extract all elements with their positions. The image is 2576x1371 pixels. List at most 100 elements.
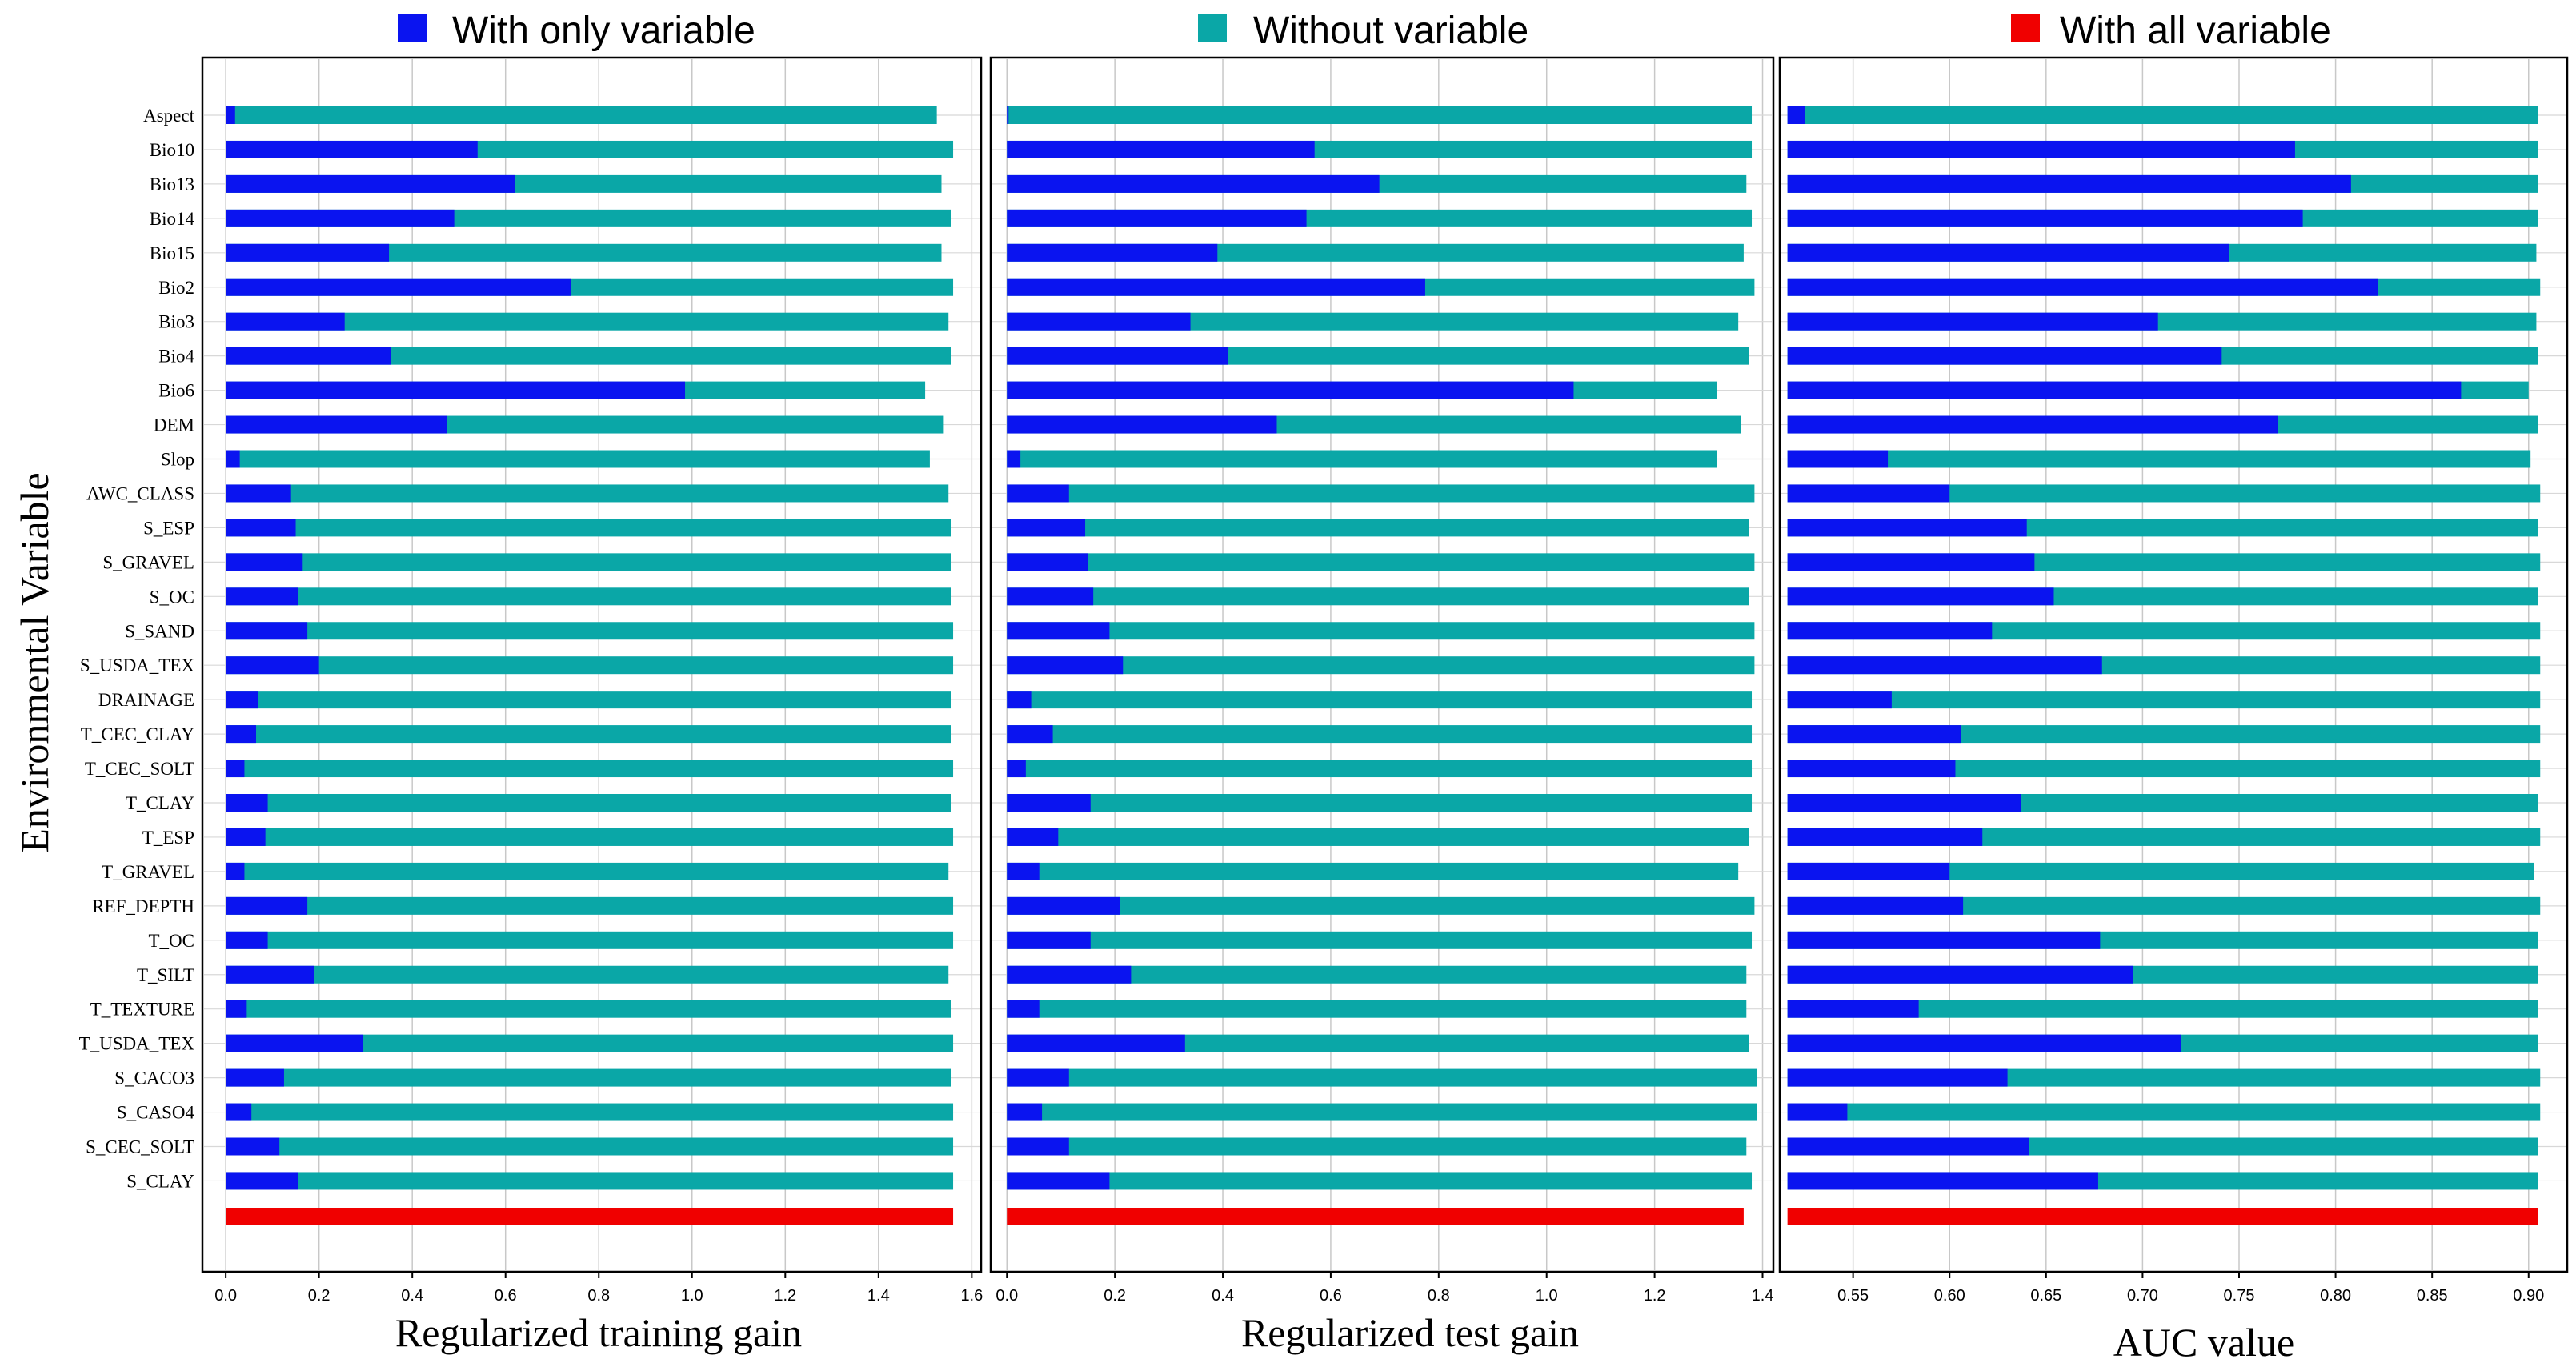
bar-without-t-cec-clay [1007, 725, 1753, 744]
x-tick-label: 1.6 [960, 1287, 983, 1305]
bar-all-variables [226, 1208, 954, 1225]
bar-without-awc-class [1007, 484, 1755, 503]
bar-without-t-texture [1007, 1000, 1747, 1018]
bar-without-t-cec-solt [226, 760, 954, 778]
bar-only-bio2 [1007, 278, 1425, 296]
bar-only-t-texture [226, 1000, 247, 1018]
bar-only-bio15 [1007, 243, 1218, 262]
panel-frame [1778, 56, 2569, 1273]
bar-only-dem [1007, 415, 1277, 434]
bar-only-t-cec-clay [226, 725, 257, 744]
x-axis-title: Regularized test gain [1241, 1310, 1579, 1355]
bar-only-bio13 [1007, 174, 1380, 193]
bar-without-s-sand [226, 622, 954, 640]
bar-only-bio2 [226, 278, 571, 296]
bar-only-s-sand [1787, 622, 1993, 640]
category-label-s-usda-tex: S_USDA_TEX [80, 655, 195, 675]
bar-only-bio6 [1787, 381, 2462, 399]
category-labels: Aspect Bio10 Bio13 Bio14 Bio15 Bio2 Bio3 Bio4 Bi… [79, 106, 195, 1191]
x-tick-label: 0.2 [308, 1287, 331, 1305]
bar-only-t-usda-tex [226, 1034, 364, 1052]
bar-only-bio10 [226, 140, 478, 158]
bar-only-awc-class [1007, 484, 1069, 503]
bar-only-ref-depth [1007, 896, 1120, 915]
bar-without-s-oc [1007, 587, 1749, 606]
bar-only-aspect [226, 106, 235, 124]
bar-without-t-usda-tex [1007, 1034, 1749, 1052]
x-tick-label: 1.2 [774, 1287, 796, 1305]
bar-without-s-esp [226, 519, 951, 537]
x-tick-label: 1.0 [681, 1287, 703, 1305]
bar-without-t-texture [226, 1000, 951, 1018]
bar-only-t-gravel [226, 862, 245, 880]
category-label-ref-depth: REF_DEPTH [92, 896, 194, 916]
bar-only-s-cec-solt [226, 1137, 280, 1156]
bar-only-t-oc [1787, 931, 2101, 949]
bar-only-bio4 [1787, 347, 2222, 365]
bar-only-s-sand [226, 622, 308, 640]
bar-without-s-sand [1007, 622, 1755, 640]
bar-only-slop [1787, 450, 1889, 468]
bar-only-s-sand [1007, 622, 1110, 640]
bar-without-s-cec-solt [226, 1137, 954, 1156]
bar-only-drainage [1787, 691, 1892, 709]
legend-swatch-all [2011, 14, 2040, 42]
bar-only-t-clay [226, 794, 268, 812]
bar-without-ref-depth [1007, 896, 1755, 915]
bar-only-dem [226, 415, 447, 434]
category-label-bio10: Bio10 [150, 140, 194, 160]
bar-without-t-silt [1007, 965, 1747, 984]
bars [1787, 106, 2541, 1225]
bar-only-s-gravel [1787, 553, 2035, 571]
bar-without-s-usda-tex [1007, 656, 1755, 675]
category-label-s-cec-solt: S_CEC_SOLT [86, 1137, 194, 1157]
x-axis-title: AUC value [2113, 1320, 2294, 1365]
x-tick-label: 0.90 [2513, 1287, 2544, 1305]
x-tick-label: 0.80 [2320, 1287, 2351, 1305]
bar-without-aspect [226, 106, 937, 124]
category-label-s-sand: S_SAND [125, 621, 194, 641]
category-label-dem: DEM [154, 415, 194, 435]
bar-only-s-caco3 [1007, 1068, 1069, 1087]
category-label-aspect: Aspect [143, 106, 194, 126]
bar-only-s-caco3 [1787, 1068, 2008, 1087]
bar-without-t-cec-clay [1787, 725, 2541, 744]
bar-without-t-usda-tex [226, 1034, 954, 1052]
bar-without-aspect [1007, 106, 1753, 124]
bar-without-s-caco3 [226, 1068, 951, 1087]
bar-only-bio10 [1007, 140, 1315, 158]
bar-only-s-caso4 [226, 1103, 252, 1121]
bar-without-slop [226, 450, 930, 468]
bar-only-s-usda-tex [1007, 656, 1124, 675]
x-tick-label: 0.0 [214, 1287, 237, 1305]
bar-without-t-oc [226, 931, 954, 949]
bar-without-drainage [1787, 691, 2541, 709]
bar-only-awc-class [1787, 484, 1950, 503]
category-label-s-caso4: S_CASO4 [117, 1103, 195, 1123]
bar-without-s-cec-solt [1007, 1137, 1747, 1156]
x-tick-label: 1.4 [867, 1287, 890, 1305]
bar-without-ref-depth [1787, 896, 2541, 915]
bar-only-s-clay [1007, 1172, 1110, 1190]
category-label-slop: Slop [161, 450, 194, 470]
x-tick-label: 0.60 [1934, 1287, 1965, 1305]
x-tick-label: 1.4 [1752, 1287, 1774, 1305]
bar-without-s-usda-tex [226, 656, 954, 675]
bar-only-bio15 [226, 243, 390, 262]
bar-only-bio2 [1787, 278, 2378, 296]
category-label-t-texture: T_TEXTURE [90, 1000, 194, 1020]
bar-without-s-caso4 [1787, 1103, 2541, 1121]
bar-without-awc-class [226, 484, 949, 503]
bar-without-t-oc [1007, 931, 1753, 949]
category-label-t-esp: T_ESP [142, 828, 194, 848]
bar-only-aspect [1787, 106, 1805, 124]
bar-without-t-gravel [226, 862, 949, 880]
bar-only-t-cec-solt [1007, 760, 1026, 778]
bar-without-s-caco3 [1007, 1068, 1757, 1087]
bar-only-t-clay [1007, 794, 1091, 812]
bar-without-s-gravel [1007, 553, 1755, 571]
bar-only-bio3 [226, 312, 345, 331]
bar-only-s-cec-solt [1007, 1137, 1069, 1156]
bar-without-slop [1787, 450, 2531, 468]
category-label-bio4: Bio4 [158, 347, 194, 367]
